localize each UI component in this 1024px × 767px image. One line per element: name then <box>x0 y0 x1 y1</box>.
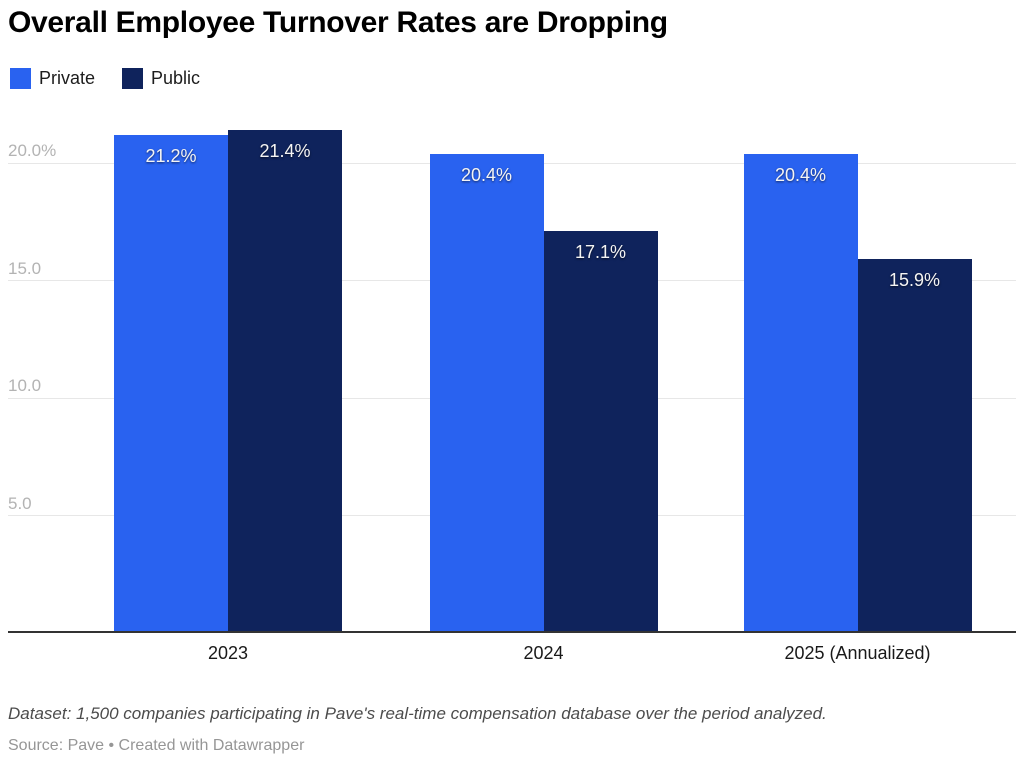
legend-swatch-public <box>122 68 144 89</box>
legend-item-private: Private <box>10 68 95 89</box>
x-axis-line <box>8 631 1016 633</box>
bar-private-2024: 20.4% <box>429 153 544 633</box>
bar-value-label: 15.9% <box>888 270 941 291</box>
bar-value-label: 21.2% <box>145 145 197 166</box>
bar-chart: 20.0% 15.0 10.0 5.0 21.2% 20.4% 20.4% 21.4% 17.1… <box>8 130 1016 663</box>
bar-public-2024: 17.1% <box>543 231 658 633</box>
bar-public-2023: 21.4% <box>228 130 342 633</box>
x-category-label-2025-annualized: 2025 (Annualized) <box>784 643 931 663</box>
dataset-note: Dataset: 1,500 companies participating i… <box>8 704 827 723</box>
x-category-label-2024: 2024 <box>523 643 564 663</box>
bar-private-2025-annualized: 20.4% <box>743 153 858 633</box>
legend-swatch-private <box>10 68 31 89</box>
bar-public-2025-annualized: 15.9% <box>857 259 972 633</box>
bar-value-label: 20.4% <box>460 164 513 185</box>
y-tick-label-5: 5.0 <box>8 493 32 513</box>
x-category-label-2023: 2023 <box>207 643 249 663</box>
y-tick-label-15: 15.0 <box>8 258 42 278</box>
legend-label: Private <box>39 68 96 88</box>
bar-private-2023: 21.2% <box>114 134 228 633</box>
bar-value-label: 17.1% <box>574 242 627 263</box>
legend-label: Public <box>151 68 201 88</box>
bar-value-label: 21.4% <box>259 141 311 162</box>
y-tick-label-10: 10.0 <box>8 376 42 395</box>
bar-value-label: 20.4% <box>774 164 827 185</box>
y-tick-label-20: 20.0% <box>8 141 57 160</box>
chart-title: Overall Employee Turnover Rates are Drop… <box>8 6 668 39</box>
legend-item-public: Public <box>122 68 200 89</box>
legend: Private Public <box>10 68 200 89</box>
source-line: Source: Pave • Created with Datawrapper <box>8 737 305 754</box>
